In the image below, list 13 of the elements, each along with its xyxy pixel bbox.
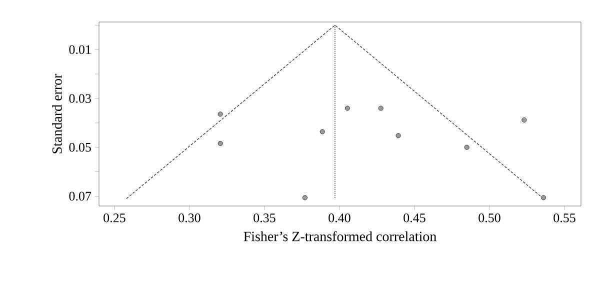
y-axis-title: Standard error bbox=[52, 74, 62, 154]
x-tick-label: 0.45 bbox=[404, 214, 426, 222]
x-axis-title: Fisher’s Z-transformed correlation bbox=[244, 231, 436, 242]
y-tick-label: 0.05 bbox=[69, 142, 91, 152]
y-tick-label: 0.03 bbox=[69, 94, 91, 103]
x-tick-label: 0.55 bbox=[554, 214, 576, 222]
x-tick-label: 0.30 bbox=[178, 214, 200, 222]
x-tick-label: 0.50 bbox=[478, 214, 500, 222]
x-tick-label: 0.25 bbox=[104, 214, 126, 222]
x-tick-label: 0.40 bbox=[328, 214, 350, 222]
y-tick-label: 0.07 bbox=[69, 192, 92, 201]
y-tick-label: 0.01 bbox=[69, 45, 91, 54]
x-tick-label: 0.35 bbox=[254, 214, 276, 222]
